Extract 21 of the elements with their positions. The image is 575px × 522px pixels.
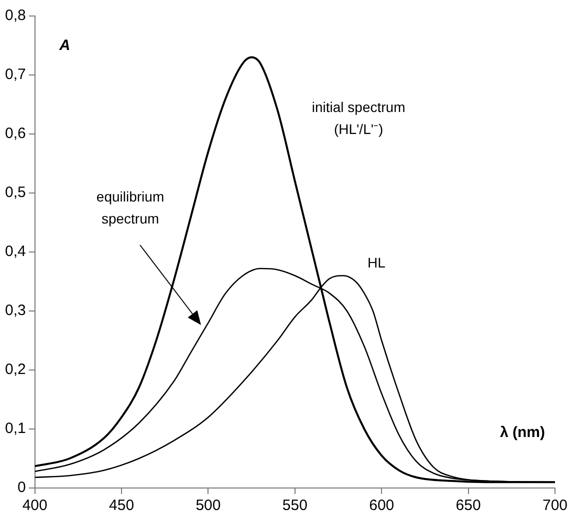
y-tick-label: 0,5 — [4, 184, 26, 202]
y-tick-label: 0 — [18, 479, 26, 496]
x-tick-label: 500 — [196, 497, 221, 514]
text: equilibrium spectrum — [96, 188, 164, 226]
series-label: initial spectrum (HL'/L'⁻) — [312, 99, 406, 138]
x-tick-label: 450 — [109, 497, 134, 514]
x-tick-label: 550 — [282, 497, 308, 514]
y-tick-label: 0,2 — [4, 361, 26, 378]
x-axis-title: λ (nm) — [500, 424, 546, 442]
x-tick-label: 600 — [369, 497, 394, 514]
y-axis-title: A — [58, 37, 70, 54]
y-tick-label: 0,6 — [4, 125, 26, 142]
x-tick-label: 700 — [542, 497, 568, 514]
y-tick-label: 0,1 — [4, 420, 26, 438]
y-tick-label: 0,3 — [4, 302, 26, 320]
x-tick-label: 400 — [22, 497, 48, 514]
x-tick-label: 650 — [456, 497, 481, 514]
y-tick-label: 0,8 — [4, 7, 26, 24]
series-label: HL — [368, 254, 386, 270]
y-tick-label: 0,7 — [4, 66, 26, 84]
y-tick-label: 0,4 — [4, 243, 26, 260]
